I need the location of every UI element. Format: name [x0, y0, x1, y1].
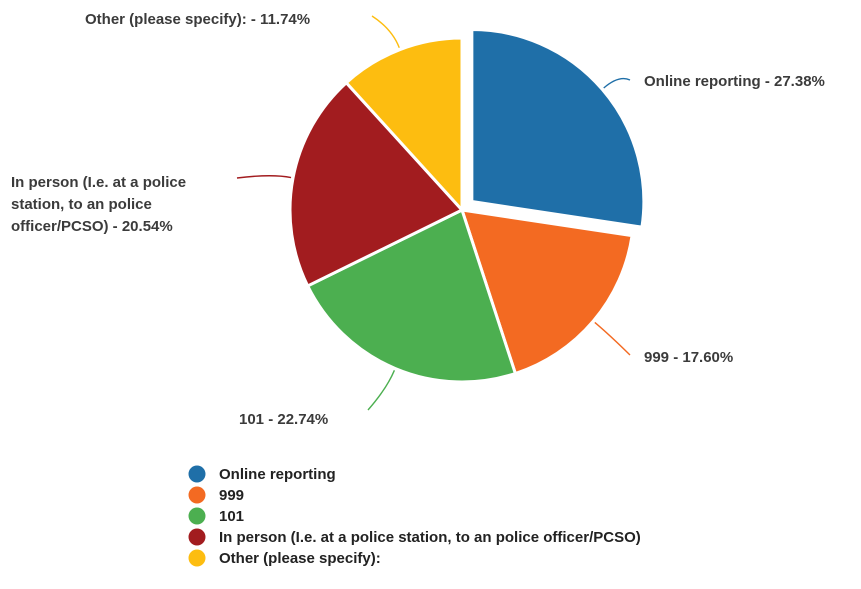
legend-item-online-reporting: Online reporting: [188, 465, 336, 483]
legend-swatch-online-reporting: [188, 465, 206, 483]
legend-item-in-person-i-e-at-a-police-station-to-an-police-officer-pcso: In person (I.e. at a police station, to …: [188, 528, 641, 546]
legend-label-online-reporting: Online reporting: [219, 466, 336, 483]
legend-swatch-in-person-i-e-at-a-police-station-to-an-police-officer-pcso: [188, 528, 206, 546]
legend-swatch-999: [188, 486, 206, 504]
legend: Online reporting 999 101 In person (I.e. at…: [188, 465, 641, 567]
legend-item-999: 999: [188, 486, 244, 504]
pie-slices: [288, 28, 646, 384]
legend-label-999: 999: [219, 487, 244, 504]
leader-line-101: [367, 370, 396, 411]
leader-lines: [236, 15, 631, 411]
legend-swatch-other-please-specify: [188, 549, 206, 567]
data-labels: Online reporting - 27.38% 999 - 17.60% 101…: [11, 11, 825, 428]
data-label-in-person-i-e-at-a-police-station-to-an-police-officer-pcso: In person (I.e. at a police station, to a…: [11, 174, 186, 235]
data-label-101: 101 - 22.74%: [239, 411, 328, 428]
pie-slice-in-person-i-e-at-a-police-station-to-an-police-officer-pcso: [288, 81, 464, 288]
pie-slice-101: [306, 208, 517, 384]
legend-item-other-please-specify: Other (please specify):: [188, 549, 381, 567]
data-label-online-reporting: Online reporting - 27.38%: [644, 73, 825, 90]
data-label-999: 999 - 17.60%: [644, 349, 733, 366]
legend-label-in-person-i-e-at-a-police-station-to-an-police-officer-pcso: In person (I.e. at a police station, to …: [219, 529, 641, 546]
leader-line-other-please-specify: [371, 15, 400, 48]
pie-slice-online-reporting: [470, 28, 646, 229]
legend-item-101: 101: [188, 507, 244, 525]
legend-swatch-101: [188, 507, 206, 525]
data-label-other-please-specify: Other (please specify): - 11.74%: [85, 11, 310, 28]
leader-line-online-reporting: [603, 77, 631, 89]
pie-slice-other-please-specify: [344, 36, 464, 212]
legend-label-101: 101: [219, 508, 244, 525]
leader-line-999: [594, 321, 631, 356]
leader-line-in-person-i-e-at-a-police-station-to-an-police-officer-pcso: [236, 175, 292, 179]
pie-slice-999: [460, 208, 634, 376]
legend-label-other-please-specify: Other (please specify):: [219, 550, 381, 567]
